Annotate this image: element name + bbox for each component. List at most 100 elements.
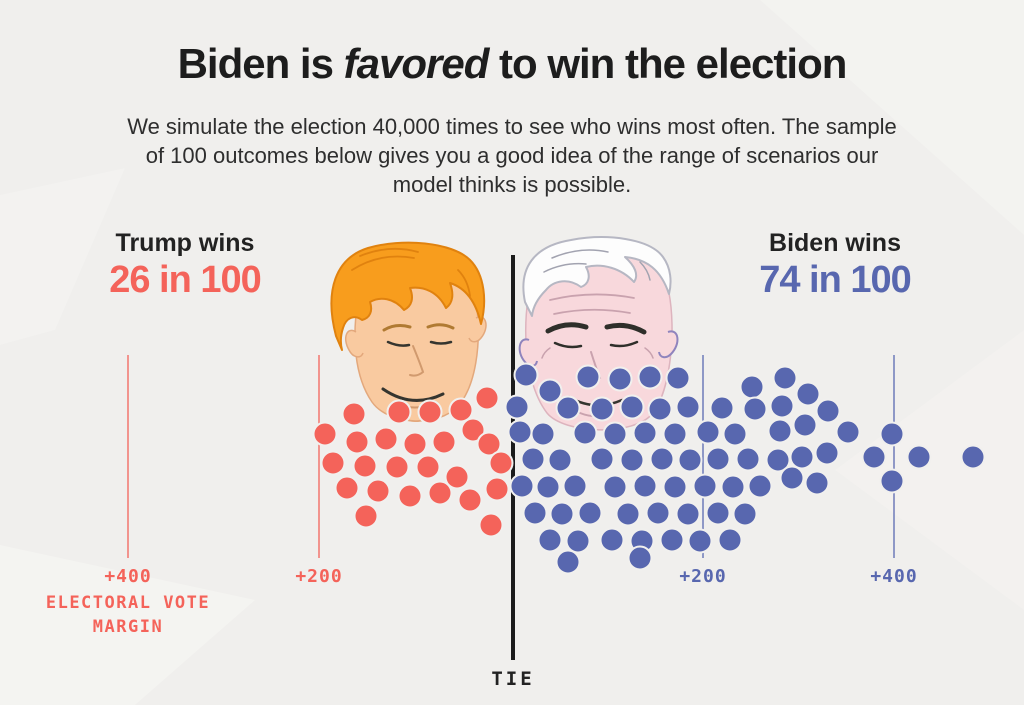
- outcome-dot-biden: [562, 473, 588, 499]
- outcome-dot-trump: [448, 397, 474, 423]
- outcome-dot-biden: [602, 421, 628, 447]
- outcome-dot-trump: [344, 429, 370, 455]
- outcome-dot-trump: [417, 399, 443, 425]
- outcome-dot-trump: [353, 503, 379, 529]
- outcome-dot-biden: [747, 473, 773, 499]
- outcome-dot-biden: [789, 444, 815, 470]
- decor-facet: [0, 168, 125, 345]
- outcome-dot-biden: [879, 468, 905, 494]
- outcome-dot-biden: [619, 394, 645, 420]
- outcome-dot-biden: [507, 419, 533, 445]
- title-emphasis: favored: [343, 40, 490, 87]
- outcome-dot-biden: [659, 527, 685, 553]
- outcome-dot-biden: [765, 447, 791, 473]
- outcome-dot-trump: [444, 464, 470, 490]
- outcome-dot-biden: [735, 446, 761, 472]
- outcome-dot-biden: [649, 446, 675, 472]
- outcome-dot-trump: [427, 480, 453, 506]
- trump-wins-value: 26 in 100: [109, 259, 262, 301]
- outcome-dot-trump: [488, 450, 514, 476]
- gridlines: [127, 355, 895, 558]
- outcome-dot-trump: [484, 476, 510, 502]
- title-prefix: Biden is: [177, 40, 344, 87]
- outcome-dot-trump: [334, 475, 360, 501]
- outcome-dot-biden: [879, 421, 905, 447]
- outcome-dot-trump: [341, 401, 367, 427]
- outcome-dot-biden: [555, 549, 581, 575]
- outcome-dot-biden: [637, 364, 663, 390]
- outcome-dot-biden: [645, 500, 671, 526]
- outcome-dot-biden: [513, 362, 539, 388]
- outcome-dot-biden: [509, 473, 535, 499]
- outcome-dot-biden: [555, 395, 581, 421]
- axis-tick-biden-+200: +200: [679, 566, 727, 587]
- trump-face-illustration: [330, 241, 487, 422]
- outcome-dot-biden: [504, 394, 530, 420]
- outcome-dot-biden: [602, 474, 628, 500]
- outcome-dot-trump: [415, 454, 441, 480]
- outcome-dot-trump: [373, 426, 399, 452]
- outcome-dot-biden: [647, 396, 673, 422]
- outcome-dot-biden: [960, 444, 986, 470]
- outcome-dot-trump: [365, 478, 391, 504]
- outcome-dot-biden: [675, 394, 701, 420]
- outcome-dot-trump: [476, 431, 502, 457]
- outcome-dot-biden: [767, 418, 793, 444]
- outcome-dot-biden: [769, 393, 795, 419]
- decor-facet: [0, 545, 255, 705]
- outcome-dot-trump: [457, 487, 483, 513]
- outcome-dot-biden: [607, 366, 633, 392]
- outcome-dot-biden: [804, 470, 830, 496]
- outcome-dot-biden: [720, 474, 746, 500]
- outcome-dot-biden: [861, 444, 887, 470]
- biden-face-illustration: [518, 236, 679, 431]
- biden-summary: Biden wins 74 in 100: [710, 229, 960, 302]
- axis-caption-line1: ELECTORAL VOTE: [45, 593, 211, 613]
- subtitle: We simulate the election 40,000 times to…: [127, 114, 897, 198]
- axis-tick-biden-+400: +400: [870, 566, 918, 587]
- outcome-dot-biden: [709, 395, 735, 421]
- outcome-dot-biden: [619, 447, 645, 473]
- outcome-dot-biden: [687, 528, 713, 554]
- outcome-dot-biden: [792, 412, 818, 438]
- title-suffix: to win the election: [488, 40, 847, 87]
- outcome-dot-biden: [632, 420, 658, 446]
- outcome-dot-biden: [722, 421, 748, 447]
- outcome-dot-biden: [772, 365, 798, 391]
- outcome-dot-biden: [589, 446, 615, 472]
- outcome-dot-biden: [549, 501, 575, 527]
- outcome-dot-trump: [384, 454, 410, 480]
- axis-caption: ELECTORAL VOTE MARGIN: [18, 591, 238, 639]
- outcome-dot-biden: [572, 420, 598, 446]
- outcome-dot-biden: [814, 440, 840, 466]
- outcome-dot-biden: [522, 500, 548, 526]
- tie-label: TIE: [491, 668, 535, 690]
- outcome-dot-trump: [397, 483, 423, 509]
- outcome-dot-biden: [537, 527, 563, 553]
- trump-summary: Trump wins 26 in 100: [60, 229, 310, 302]
- outcome-dot-biden: [599, 527, 625, 553]
- outcome-dot-biden: [695, 419, 721, 445]
- outcome-dot-biden: [535, 474, 561, 500]
- outcome-dot-biden: [565, 528, 591, 554]
- outcome-dot-biden: [692, 473, 718, 499]
- outcome-dot-trump: [402, 431, 428, 457]
- decor-facet: [760, 0, 1024, 235]
- outcome-dot-trump: [312, 421, 338, 447]
- outcome-dot-biden: [795, 381, 821, 407]
- outcome-dot-trump: [478, 512, 504, 538]
- outcome-dot-biden: [615, 501, 641, 527]
- axis-caption-line2: MARGIN: [92, 617, 164, 637]
- outcome-dot-biden: [705, 446, 731, 472]
- outcome-dot-trump: [474, 385, 500, 411]
- biden-wins-label: Biden wins: [769, 229, 901, 257]
- outcome-dot-biden: [906, 444, 932, 470]
- decor-facet: [835, 330, 1024, 610]
- outcome-dot-biden: [732, 501, 758, 527]
- outcome-dot-trump: [460, 417, 486, 443]
- page-title: Biden is favored to win the election: [0, 40, 1024, 88]
- outcome-dot-biden: [662, 474, 688, 500]
- outcome-dot-biden: [577, 500, 603, 526]
